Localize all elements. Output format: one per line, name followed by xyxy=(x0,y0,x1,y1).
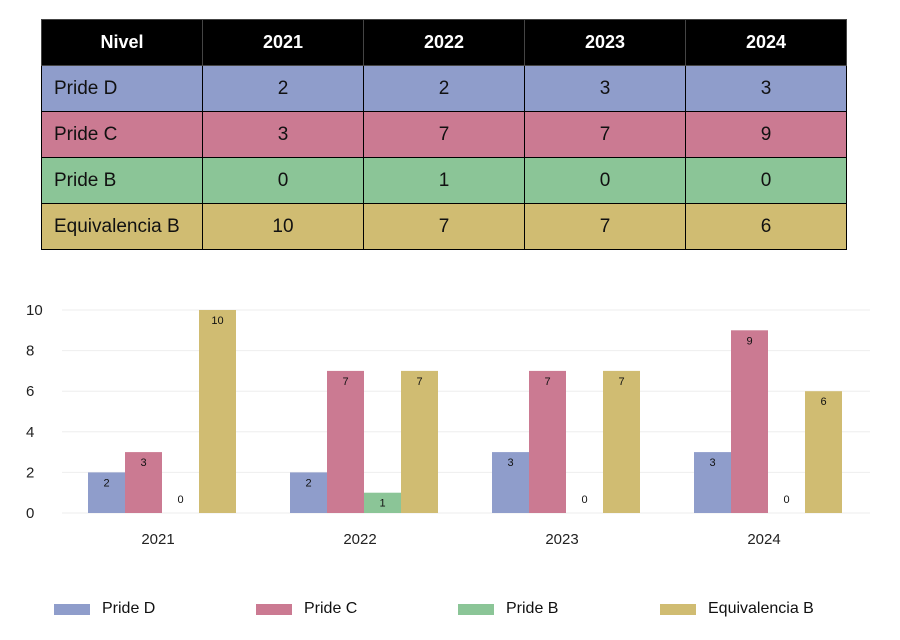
row-label: Pride C xyxy=(41,111,203,158)
table-cell: 10 xyxy=(202,203,364,250)
table-cell: 3 xyxy=(202,111,364,158)
legend-item-pride-b: Pride B xyxy=(458,600,558,618)
bar xyxy=(603,370,640,513)
data-label: 7 xyxy=(618,376,624,388)
x-tick-label: 2022 xyxy=(343,531,376,548)
header-cell: 2021 xyxy=(202,19,364,66)
x-tick-label: 2024 xyxy=(747,531,780,548)
table-cell: 2 xyxy=(202,65,364,112)
bar xyxy=(492,452,529,513)
data-label: 7 xyxy=(416,376,422,388)
table-header-row: Nivel 2021 2022 2023 2024 xyxy=(41,19,847,66)
table-cell: 3 xyxy=(524,65,686,112)
row-label: Pride B xyxy=(41,157,203,204)
row-label: Pride D xyxy=(41,65,203,112)
table-cell: 7 xyxy=(363,111,525,158)
legend-swatch xyxy=(458,603,494,615)
row-label: Equivalencia B xyxy=(41,203,203,250)
data-label: 3 xyxy=(507,457,513,469)
header-cell: 2024 xyxy=(685,19,847,66)
table-cell: 0 xyxy=(685,157,847,204)
legend-item-pride-c: Pride C xyxy=(256,600,357,618)
bar xyxy=(327,370,364,513)
bars: 2 3 0 10 2 7 1 7 3 7 0 7 3 9 0 6 xyxy=(88,310,842,513)
data-label: 0 xyxy=(581,494,587,506)
header-cell: Nivel xyxy=(41,19,203,66)
legend-label: Pride C xyxy=(304,600,358,617)
table-cell: 7 xyxy=(524,111,686,158)
x-tick-label: 2021 xyxy=(141,531,174,548)
bar xyxy=(290,472,327,513)
legend: Pride D Pride C Pride B Equivalencia B xyxy=(0,600,900,622)
legend-item-pride-d: Pride D xyxy=(54,600,155,618)
y-tick-label: 10 xyxy=(26,302,43,319)
table-cell: 0 xyxy=(202,157,364,204)
y-tick-label: 4 xyxy=(26,424,34,441)
legend-swatch xyxy=(660,603,696,615)
data-label: 3 xyxy=(140,457,146,469)
table-cell: 1 xyxy=(363,157,525,204)
table-row: Pride B 0 1 0 0 xyxy=(41,157,847,204)
y-tick-label: 6 xyxy=(26,383,34,400)
bar xyxy=(125,452,162,513)
data-label: 0 xyxy=(177,494,183,506)
legend-label: Pride B xyxy=(506,600,559,617)
legend-swatch xyxy=(54,603,90,615)
bar xyxy=(731,330,768,513)
data-label: 7 xyxy=(544,376,550,388)
table-cell: 7 xyxy=(524,203,686,250)
legend-item-equivalencia-b: Equivalencia B xyxy=(660,600,814,618)
header-cell: 2023 xyxy=(524,19,686,66)
table-cell: 3 xyxy=(685,65,847,112)
data-label: 9 xyxy=(746,335,752,347)
data-label: 10 xyxy=(211,315,223,327)
data-label: 2 xyxy=(103,477,109,489)
table-row: Equivalencia B 10 7 7 6 xyxy=(41,203,847,250)
table-cell: 2 xyxy=(363,65,525,112)
bar xyxy=(694,452,731,513)
bar xyxy=(529,370,566,513)
data-label: 2 xyxy=(305,477,311,489)
table-row: Pride D 2 2 3 3 xyxy=(41,65,847,112)
header-cell: 2022 xyxy=(363,19,525,66)
table-cell: 9 xyxy=(685,111,847,158)
y-tick-label: 8 xyxy=(26,343,34,360)
bar xyxy=(199,310,236,513)
table-cell: 0 xyxy=(524,157,686,204)
y-axis: 0 2 4 6 8 10 xyxy=(26,302,43,522)
y-tick-label: 0 xyxy=(26,505,34,522)
data-label: 0 xyxy=(783,494,789,506)
legend-label: Equivalencia B xyxy=(708,600,814,617)
data-label: 6 xyxy=(820,396,826,408)
x-axis: 2021 2022 2023 2024 xyxy=(141,531,780,548)
bar xyxy=(364,492,401,513)
bar xyxy=(805,391,842,513)
y-tick-label: 2 xyxy=(26,464,34,481)
table-cell: 6 xyxy=(685,203,847,250)
legend-swatch xyxy=(256,603,292,615)
data-table: Nivel 2021 2022 2023 2024 Pride D 2 2 3 … xyxy=(41,19,847,250)
bar xyxy=(88,472,125,513)
bar xyxy=(401,370,438,513)
table-cell: 7 xyxy=(363,203,525,250)
data-label: 3 xyxy=(709,457,715,469)
data-label: 7 xyxy=(342,376,348,388)
legend-label: Pride D xyxy=(102,600,156,617)
data-label: 1 xyxy=(379,498,385,510)
table-row: Pride C 3 7 7 9 xyxy=(41,111,847,158)
x-tick-label: 2023 xyxy=(545,531,578,548)
